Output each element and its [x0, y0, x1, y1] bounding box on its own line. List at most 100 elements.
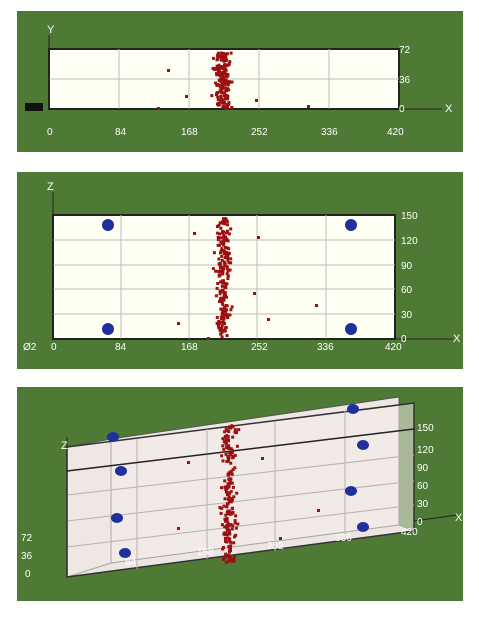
scatter-point [229, 447, 233, 451]
scatter-point [220, 486, 223, 490]
scatter-point [222, 78, 225, 82]
scatter-point [223, 63, 226, 67]
scatter-point [187, 461, 190, 464]
scatter-point [222, 101, 226, 105]
scatter-point [219, 71, 223, 75]
scatter-point [220, 66, 224, 70]
front-view-points [177, 217, 318, 340]
top-y-tick-0: 0 [399, 104, 405, 115]
scatter-point [227, 102, 231, 106]
scatter-point [226, 258, 230, 262]
scatter-point [226, 104, 230, 108]
scatter-point [219, 296, 223, 300]
front-x-tick-84: 84 [115, 342, 127, 353]
scatter-point [224, 284, 228, 288]
scatter-point [225, 106, 229, 110]
front-x-axis-label: X [453, 333, 461, 345]
scatter-point [221, 437, 225, 441]
scatter-point [220, 454, 224, 458]
scatter-point [217, 270, 221, 274]
scatter-point [224, 326, 228, 329]
scatter-point [220, 99, 224, 102]
scatter-point [224, 488, 228, 492]
persp-z-tick-30: 30 [417, 499, 429, 510]
scatter-point [228, 472, 232, 476]
scatter-point [216, 231, 220, 235]
scatter-point [233, 466, 237, 470]
scatter-point [218, 300, 221, 303]
scatter-point [225, 505, 229, 509]
scatter-point [224, 256, 228, 259]
scatter-point [230, 507, 234, 511]
scatter-point [227, 451, 231, 455]
persp-z-tick-150: 150 [417, 423, 434, 434]
scatter-point [219, 280, 222, 284]
scatter-point [224, 68, 228, 72]
scatter-point [230, 448, 234, 452]
scatter-point [230, 481, 234, 485]
scatter-point [227, 247, 231, 251]
marker-front-top-left [115, 466, 127, 476]
scatter-point [218, 292, 222, 296]
scatter-point [217, 69, 221, 73]
scatter-point [223, 72, 227, 76]
scatter-point [234, 533, 238, 537]
top-x-tick-420: 420 [387, 127, 404, 138]
scatter-point [223, 479, 227, 483]
scatter-point [223, 264, 227, 268]
scatter-point [227, 484, 231, 488]
scatter-point [216, 67, 219, 71]
scatter-point [235, 491, 239, 495]
scatter-point [222, 322, 226, 326]
perspective-view-canvas: Z X 150 120 90 60 30 0 84 168 252 336 42… [21, 396, 463, 580]
scatter-point [223, 291, 227, 295]
scatter-point [229, 544, 233, 548]
scatter-point [227, 80, 231, 84]
scatter-point [218, 264, 222, 267]
scatter-point [226, 497, 230, 501]
scatter-point [219, 332, 223, 336]
scatter-point [222, 557, 225, 561]
scatter-point [225, 295, 228, 299]
scatter-point [226, 521, 230, 525]
scatter-point [185, 95, 188, 98]
scatter-point [225, 490, 228, 494]
scatter-point [222, 80, 225, 84]
scatter-point [227, 439, 230, 443]
scatter-point [222, 234, 226, 237]
scatter-point [227, 62, 231, 65]
front-x-tick-0: 0 [51, 342, 57, 353]
top-y-tick-36: 36 [399, 75, 411, 86]
scatter-point [224, 74, 228, 78]
scatter-point [220, 330, 224, 334]
scatter-point [222, 294, 226, 298]
scatter-point [223, 251, 227, 254]
persp-x-tick-84: 84 [125, 557, 137, 568]
scatter-point [214, 81, 218, 85]
scatter-point [222, 440, 226, 444]
scatter-point [215, 286, 219, 290]
scatter-point [228, 479, 232, 483]
top-origin-marker [25, 103, 43, 111]
scatter-point [227, 261, 231, 265]
scatter-point [216, 238, 220, 242]
scatter-point [222, 241, 226, 245]
scatter-point [230, 557, 234, 561]
scatter-point [215, 315, 219, 319]
persp-x-tick-168: 168 [197, 547, 214, 558]
scatter-point [217, 63, 221, 67]
scatter-point [226, 97, 230, 101]
scatter-point [219, 236, 223, 240]
scatter-point [232, 541, 236, 545]
scatter-point [229, 261, 233, 265]
scatter-point [217, 320, 221, 323]
scatter-point [222, 94, 226, 98]
scatter-point [222, 238, 226, 242]
scatter-point [224, 217, 228, 221]
scatter-point [207, 337, 210, 340]
scatter-point [267, 318, 270, 321]
scatter-point [226, 446, 230, 450]
scatter-point [222, 260, 226, 264]
scatter-point [225, 102, 229, 106]
scatter-point [216, 236, 220, 239]
